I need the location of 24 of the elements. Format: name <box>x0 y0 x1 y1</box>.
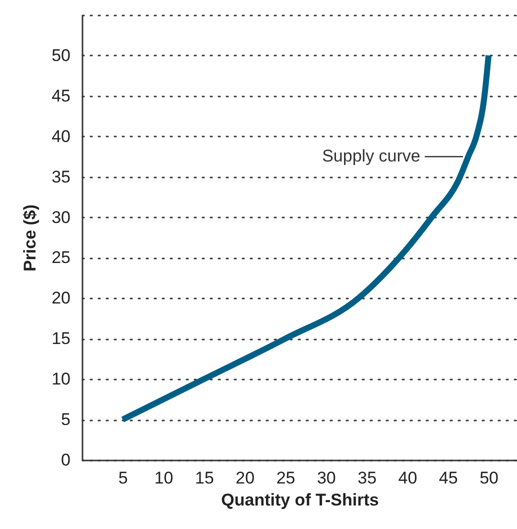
x-tick-label: 40 <box>398 468 418 488</box>
y-tick-label: 30 <box>52 208 70 227</box>
x-tick-label: 25 <box>276 468 296 488</box>
y-tick-label: 20 <box>52 288 70 308</box>
y-tick-label: 45 <box>52 86 70 106</box>
x-tick-label: 35 <box>358 468 377 488</box>
y-axis-title: Price ($) <box>20 204 40 272</box>
x-tick-label: 15 <box>195 468 214 488</box>
text: Supply curve <box>322 146 420 166</box>
y-tick-label: 50 <box>52 46 70 65</box>
x-axis-title: Quantity of T-Shirts <box>221 490 379 510</box>
x-tick-label: 20 <box>236 468 255 488</box>
x-tick-label: 5 <box>118 468 128 488</box>
y-tick-label: 35 <box>52 167 70 186</box>
x-tick-label: 30 <box>316 468 336 488</box>
y-tick-label: 0 <box>61 450 70 470</box>
y-tick-label: 40 <box>52 126 70 146</box>
y-tick-label: 5 <box>61 410 70 430</box>
x-tick-label: 50 <box>480 468 499 488</box>
x-tick-label: 10 <box>154 468 174 488</box>
y-tick-label: 25 <box>52 248 70 268</box>
y-tick-label: 10 <box>52 370 70 389</box>
x-tick-label: 45 <box>438 468 458 488</box>
y-tick-label: 15 <box>52 329 70 348</box>
